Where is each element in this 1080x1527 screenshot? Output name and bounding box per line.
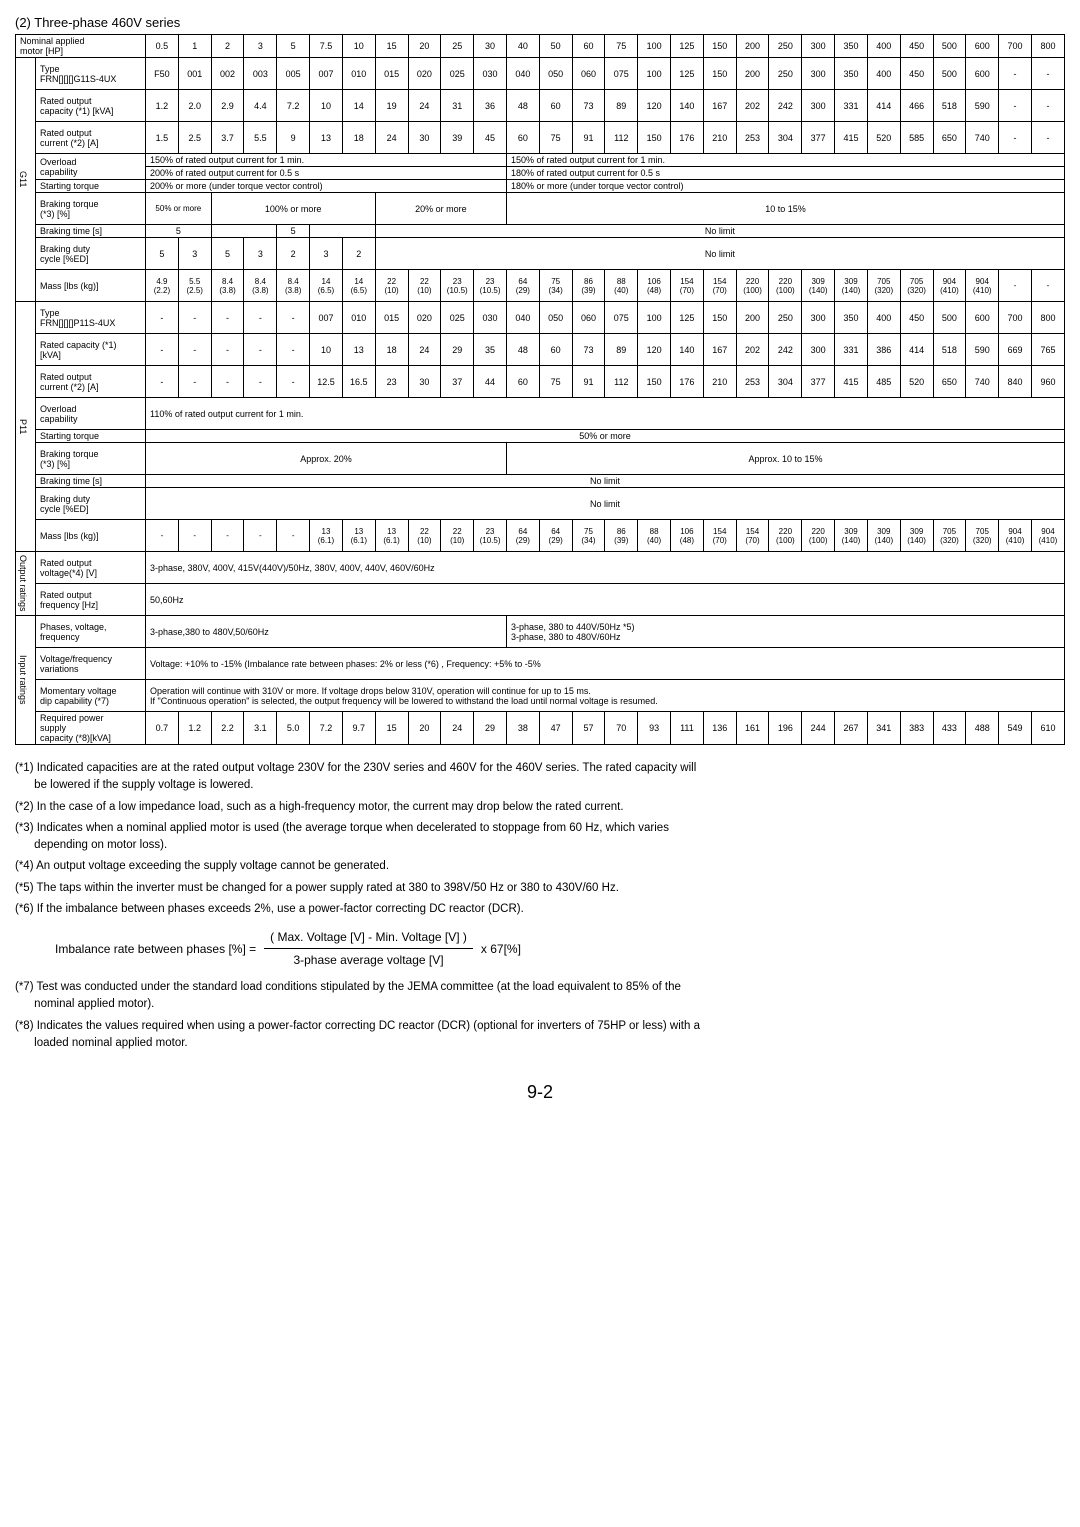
- section-title: (2) Three-phase 460V series: [15, 15, 1065, 30]
- footnotes: (*1) Indicated capacities are at the rat…: [15, 760, 1065, 1052]
- page-number: 9-2: [15, 1082, 1065, 1103]
- spec-table: Nominal appliedmotor [HP]0.512357.510152…: [15, 34, 1065, 745]
